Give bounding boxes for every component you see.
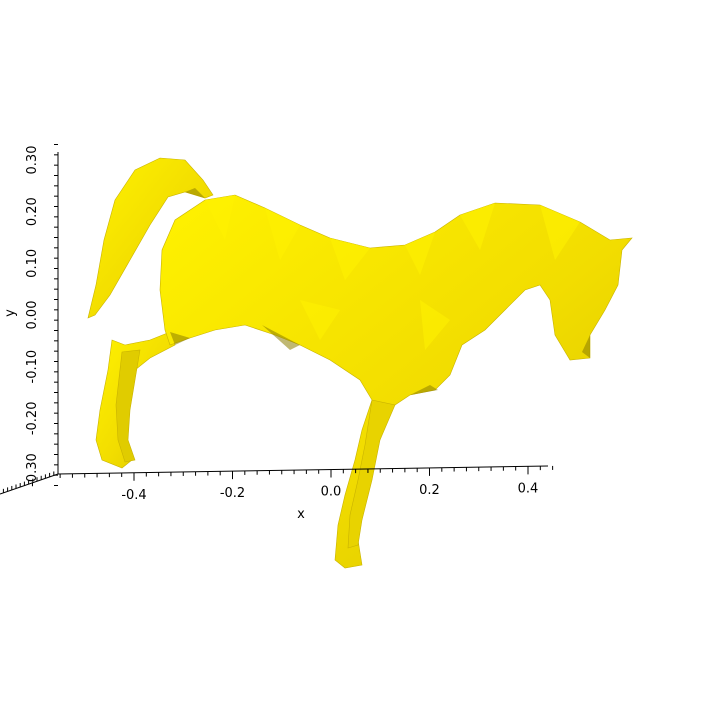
y-tick-label: -0.30 xyxy=(25,453,40,487)
horse-body xyxy=(159,194,633,569)
x-tick-label: 0.0 xyxy=(321,485,342,500)
minor-ticks xyxy=(2,144,554,493)
x-tick-label: -0.4 xyxy=(121,488,146,503)
y-tick-label: 0.20 xyxy=(25,197,40,226)
x-tick-label: -0.2 xyxy=(220,486,245,501)
mesh-facets xyxy=(205,195,580,350)
horse-front-leg xyxy=(347,399,396,549)
horse-tail xyxy=(87,157,214,319)
mesh-shadows xyxy=(170,188,590,395)
horse-hind-leg-2 xyxy=(115,349,141,463)
y-tick-label: -0.10 xyxy=(25,350,40,384)
x-tick-label: 0.2 xyxy=(419,483,440,498)
y-tick-label: -0.20 xyxy=(25,402,40,436)
y-tick-label: 0.30 xyxy=(25,146,40,175)
y-tick-label: 0.10 xyxy=(25,249,40,278)
horse-surface xyxy=(87,157,633,569)
x-tick-labels: -0.4 -0.2 0.0 0.2 0.4 xyxy=(121,481,538,502)
y-axis-label: y xyxy=(3,309,18,317)
x-tick-label: 0.4 xyxy=(518,481,539,496)
y-tick-label: 0.00 xyxy=(25,301,40,330)
x-axis-line xyxy=(57,465,549,475)
y-tick-labels: -0.30 -0.20 -0.10 0.00 0.10 0.20 0.30 xyxy=(25,146,40,487)
x-axis-label: x xyxy=(297,507,305,522)
